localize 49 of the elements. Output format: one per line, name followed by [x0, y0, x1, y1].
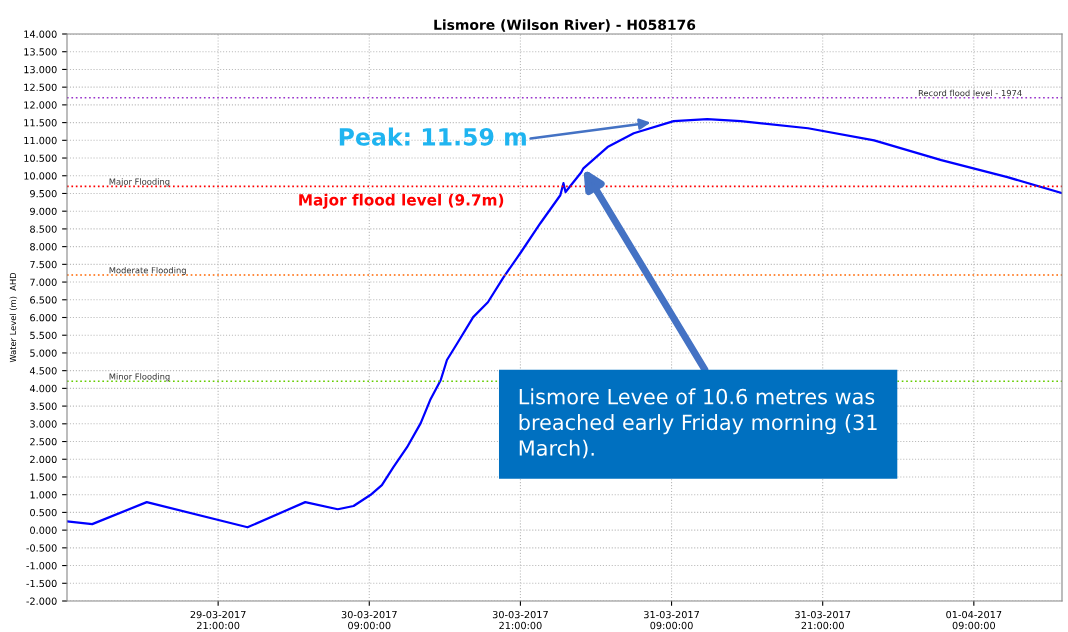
- y-tick-label: -2.000: [26, 597, 57, 605]
- y-tick-label: -1.500: [26, 579, 57, 588]
- y-tick-label: 7.500: [30, 260, 57, 269]
- y-tick-label: 8.000: [30, 243, 57, 251]
- y-tick-label: 6.500: [30, 296, 57, 304]
- y-tick-label: 0.000: [30, 526, 57, 534]
- y-axis-title: Water Level (m) AHD: [9, 272, 18, 363]
- x-tick-label: 01-04-2017 09:00:00: [946, 610, 1002, 630]
- y-tick-label: 0.500: [30, 508, 57, 517]
- y-tick-label: 10.000: [24, 172, 57, 180]
- y-tick-label: 5.500: [30, 331, 57, 340]
- y-tick-label: 3.000: [30, 420, 57, 428]
- y-tick-label: 13.500: [24, 48, 57, 56]
- y-tick-label: 4.500: [29, 367, 57, 375]
- y-tick-label: 2.500: [30, 438, 57, 446]
- x-tick-label: 31-03-2017 09:00:00: [644, 610, 699, 630]
- y-tick-label: 13.000: [24, 65, 57, 74]
- y-tick-label: 4.000: [29, 384, 57, 393]
- y-tick-label: -1.000: [26, 562, 57, 570]
- y-tick-label: 11.000: [24, 136, 57, 145]
- y-tick-label: 1.500: [30, 473, 57, 481]
- y-tick-label: 2.000: [30, 455, 57, 464]
- y-tick-label: 8.500: [30, 225, 57, 233]
- ref-line-label: Minor Flooding: [109, 373, 170, 382]
- y-tick-label: 11.500: [24, 119, 57, 127]
- y-tick-label: 6.000: [30, 313, 57, 322]
- ref-line-label: Moderate Flooding: [109, 266, 186, 275]
- y-tick-label: 7.000: [30, 278, 57, 286]
- y-tick-label: 12.500: [24, 83, 57, 91]
- chart-title: Lismore (Wilson River) - H058176: [434, 19, 696, 32]
- y-tick-label: 1.000: [30, 491, 57, 499]
- y-tick-label: 9.500: [30, 189, 57, 198]
- y-tick-label: 5.000: [30, 349, 57, 357]
- annotation: Major flood level (9.7m): [299, 193, 504, 209]
- ref-line-label: Major Flooding: [109, 178, 170, 187]
- x-tick-label: 29-03-2017 21:00:00: [190, 610, 246, 630]
- line-series: [67, 117, 1062, 529]
- annotation: Peak: 11.59 m: [339, 127, 526, 146]
- x-tick-label: 30-03-2017 09:00:00: [341, 610, 397, 630]
- y-tick-label: -0.500: [26, 544, 57, 552]
- x-tick-label: 31-03-2017 21:00:00: [795, 610, 851, 630]
- y-tick-label: 12.000: [24, 101, 57, 109]
- y-tick-label: 14.000: [24, 30, 57, 38]
- ref-line-label: Record flood level - 1974: [918, 89, 1022, 97]
- x-tick-label: 30-03-2017 21:00:00: [492, 610, 548, 630]
- y-tick-label: 3.500: [30, 402, 57, 410]
- y-tick-label: 10.500: [24, 154, 57, 162]
- annotation: Lismore Levee of 10.6 metres was breached early Friday morning (31 March).: [519, 388, 877, 459]
- y-tick-label: 9.000: [30, 207, 57, 216]
